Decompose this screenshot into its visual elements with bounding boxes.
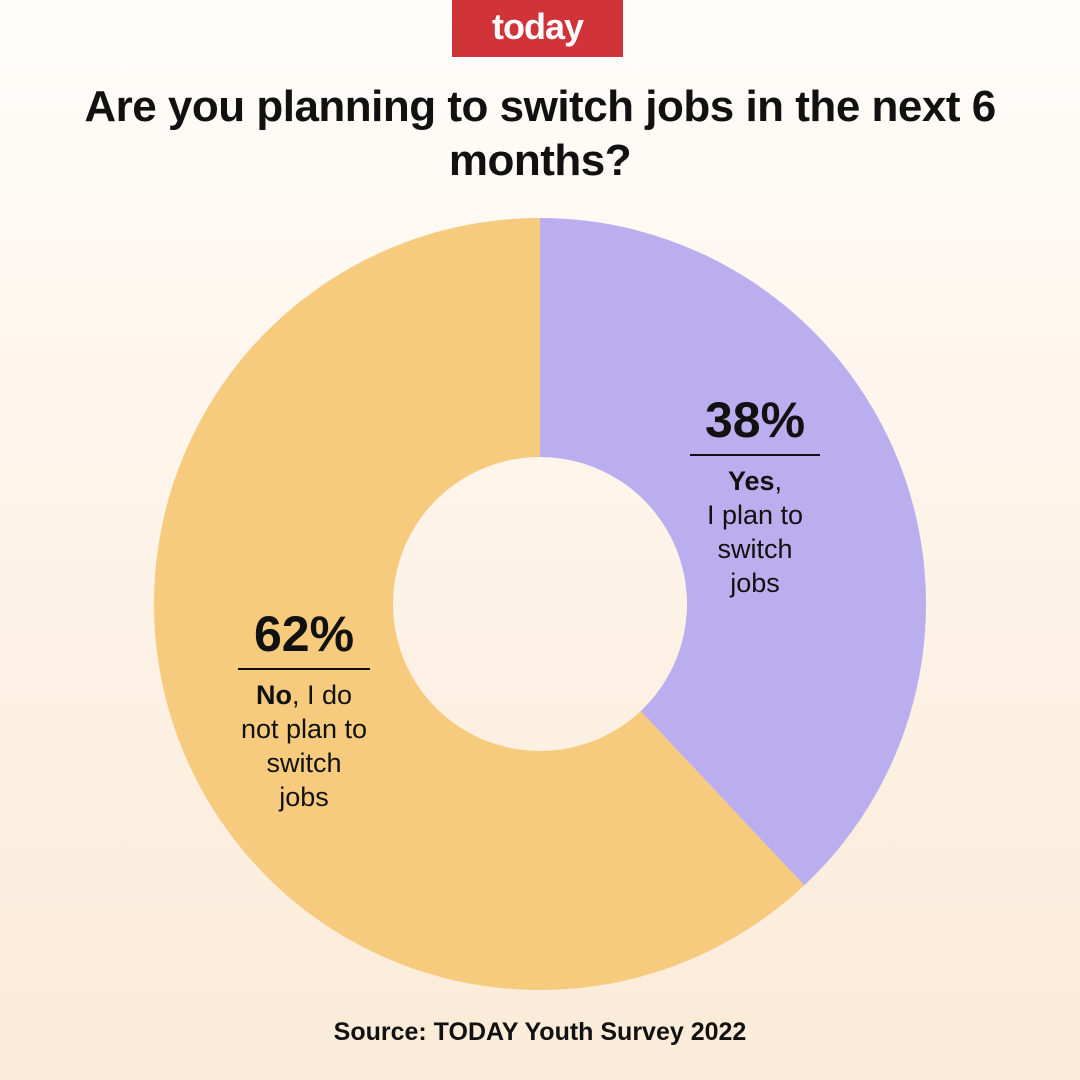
today-logo: today [452, 0, 623, 57]
slice-percent: 62% [238, 606, 370, 670]
slice-label-text: I do not plan to switch jobs [240, 680, 368, 812]
slice-label-bold: No [255, 680, 292, 710]
slice-percent: 38% [690, 392, 820, 456]
slice-label-bold: Yes [727, 466, 775, 496]
slice-label-text: I plan to switch jobs [706, 500, 804, 598]
slice-label-no: 62% No, I do not plan to switch jobs [238, 606, 370, 814]
source-note: Source: TODAY Youth Survey 2022 [333, 1018, 747, 1046]
chart-title: Are you planning to switch jobs in the n… [84, 82, 996, 185]
donut-slice-yes [540, 218, 926, 886]
slice-label-yes: 38% Yes, I plan to switch jobs [690, 392, 820, 600]
donut-slice-no [153, 218, 805, 990]
